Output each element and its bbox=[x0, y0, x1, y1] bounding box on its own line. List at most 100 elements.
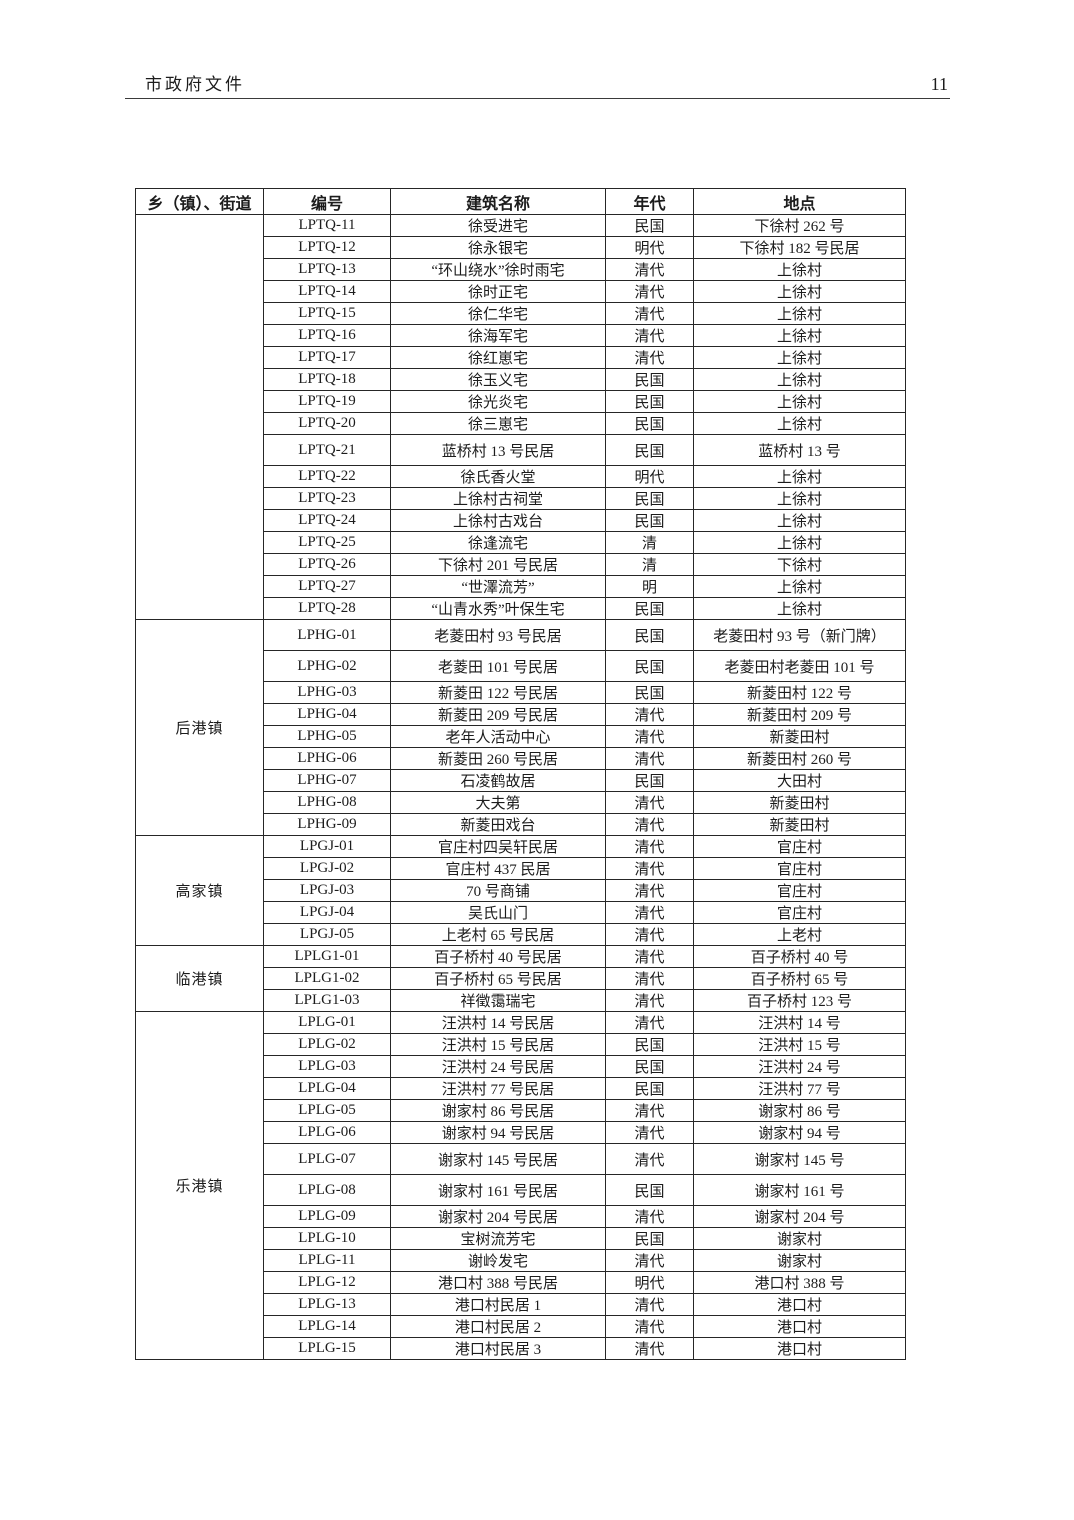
cell-building-name: 徐红崽宅 bbox=[390, 346, 606, 369]
table-row: LPLG-05 谢家村 86 号民居 清代 谢家村 86 号 bbox=[136, 1099, 906, 1122]
cell-code: LPGJ-04 bbox=[263, 901, 391, 924]
cell-building-name: 谢家村 204 号民居 bbox=[390, 1205, 606, 1228]
cell-era: 清代 bbox=[605, 725, 694, 748]
cell-code: LPTQ-17 bbox=[263, 346, 391, 369]
cell-era: 民国 bbox=[605, 412, 694, 435]
cell-building-name: 汪洪村 15 号民居 bbox=[390, 1033, 606, 1056]
cell-building-name: 汪洪村 14 号民居 bbox=[390, 1011, 606, 1034]
cell-building-name: 老菱田 101 号民居 bbox=[390, 650, 606, 682]
cell-building-name: “世澤流芳” bbox=[390, 575, 606, 598]
cell-location: 老菱田村 93 号（新门牌） bbox=[693, 619, 906, 651]
cell-building-name: 港口村民居 3 bbox=[390, 1337, 606, 1360]
cell-code: LPLG-05 bbox=[263, 1099, 391, 1122]
cell-era: 清代 bbox=[605, 1099, 694, 1122]
cell-location: 港口村 bbox=[693, 1315, 906, 1338]
cell-location: 港口村 bbox=[693, 1337, 906, 1360]
cell-era: 清代 bbox=[605, 923, 694, 946]
cell-era: 清代 bbox=[605, 324, 694, 347]
cell-code: LPLG-12 bbox=[263, 1271, 391, 1294]
cell-era: 明代 bbox=[605, 236, 694, 259]
cell-code: LPHG-08 bbox=[263, 791, 391, 814]
table-row: LPHG-08 大夫第 清代 新菱田村 bbox=[136, 791, 906, 814]
cell-era: 清 bbox=[605, 531, 694, 554]
table-row: LPLG-12 港口村 388 号民居 明代 港口村 388 号 bbox=[136, 1271, 906, 1294]
cell-location: 谢家村 204 号 bbox=[693, 1205, 906, 1228]
town-cell: 高家镇 bbox=[135, 835, 264, 946]
cell-era: 清代 bbox=[605, 747, 694, 770]
cell-era: 民国 bbox=[605, 681, 694, 704]
cell-building-name: 徐玉义宅 bbox=[390, 368, 606, 391]
table-row: LPLG-07 谢家村 145 号民居 清代 谢家村 145 号 bbox=[136, 1143, 906, 1175]
table-container: 乡（镇）、街道 编号 建筑名称 年代 地点 LPTQ-11 徐受进宅 民国 下徐村 2… bbox=[135, 188, 906, 1360]
cell-code: LPLG-01 bbox=[263, 1011, 391, 1034]
cell-location: 上徐村 bbox=[693, 346, 906, 369]
town-cell bbox=[135, 214, 264, 620]
cell-code: LPLG1-03 bbox=[263, 989, 391, 1012]
cell-building-name: “环山绕水”徐时雨宅 bbox=[390, 258, 606, 281]
table-row: 乐港镇 LPLG-01 汪洪村 14 号民居 清代 汪洪村 14 号 bbox=[135, 1011, 906, 1360]
table-row: LPHG-09 新菱田戏台 清代 新菱田村 bbox=[136, 813, 906, 836]
table-row: LPLG-11 谢岭发宅 清代 谢家村 bbox=[136, 1249, 906, 1272]
cell-code: LPTQ-16 bbox=[263, 324, 391, 347]
cell-building-name: 谢家村 145 号民居 bbox=[390, 1143, 606, 1175]
cell-building-name: 上老村 65 号民居 bbox=[390, 923, 606, 946]
cell-building-name: 百子桥村 40 号民居 bbox=[390, 945, 606, 968]
table-row: LPHG-06 新菱田 260 号民居 清代 新菱田村 260 号 bbox=[136, 747, 906, 770]
cell-building-name: 70 号商铺 bbox=[390, 879, 606, 902]
cell-building-name: 百子桥村 65 号民居 bbox=[390, 967, 606, 990]
cell-code: LPHG-02 bbox=[263, 650, 391, 682]
cell-era: 清代 bbox=[605, 302, 694, 325]
cell-building-name: 谢家村 86 号民居 bbox=[390, 1099, 606, 1122]
cell-building-name: 下徐村 201 号民居 bbox=[390, 553, 606, 576]
table-row: 后港镇 LPHG-01 老菱田村 93 号民居 民国 老菱田村 93 号（新门牌） bbox=[135, 619, 906, 836]
cell-era: 民国 bbox=[605, 509, 694, 532]
cell-building-name: 大夫第 bbox=[390, 791, 606, 814]
cell-building-name: 老年人活动中心 bbox=[390, 725, 606, 748]
cell-building-name: 新菱田 209 号民居 bbox=[390, 703, 606, 726]
cell-era: 民国 bbox=[605, 390, 694, 413]
table-row: LPLG-08 谢家村 161 号民居 民国 谢家村 161 号 bbox=[136, 1174, 906, 1206]
cell-code: LPTQ-11 bbox=[263, 214, 391, 237]
table-row: LPTQ-15 徐仁华宅 清代 上徐村 bbox=[136, 302, 906, 325]
cell-era: 清代 bbox=[605, 835, 694, 858]
cell-code: LPLG-07 bbox=[263, 1143, 391, 1175]
cell-location: 新菱田村 bbox=[693, 813, 906, 836]
cell-building-name: 徐海军宅 bbox=[390, 324, 606, 347]
cell-code: LPGJ-03 bbox=[263, 879, 391, 902]
cell-code: LPLG-08 bbox=[263, 1174, 391, 1206]
cell-location: 上徐村 bbox=[693, 324, 906, 347]
cell-era: 民国 bbox=[605, 487, 694, 510]
cell-location: 新菱田村 bbox=[693, 791, 906, 814]
cell-location: 港口村 388 号 bbox=[693, 1271, 906, 1294]
cell-location: 谢家村 145 号 bbox=[693, 1143, 906, 1175]
cell-building-name: 祥徵霭瑞宅 bbox=[390, 989, 606, 1012]
cell-era: 清代 bbox=[605, 1293, 694, 1316]
table-row: LPLG-15 港口村民居 3 清代 港口村 bbox=[136, 1337, 906, 1360]
table-row: LPTQ-24 上徐村古戏台 民国 上徐村 bbox=[136, 509, 906, 532]
cell-era: 民国 bbox=[605, 1055, 694, 1078]
cell-code: LPHG-05 bbox=[263, 725, 391, 748]
cell-building-name: 新菱田 260 号民居 bbox=[390, 747, 606, 770]
cell-location: 汪洪村 77 号 bbox=[693, 1077, 906, 1100]
cell-code: LPTQ-25 bbox=[263, 531, 391, 554]
table-row: LPGJ-05 上老村 65 号民居 清代 上老村 bbox=[136, 923, 906, 946]
cell-code: LPLG1-02 bbox=[263, 967, 391, 990]
cell-building-name: 石凌鹤故居 bbox=[390, 769, 606, 792]
cell-building-name: 上徐村古祠堂 bbox=[390, 487, 606, 510]
cell-code: LPTQ-23 bbox=[263, 487, 391, 510]
cell-era: 民国 bbox=[605, 619, 694, 651]
cell-location: 谢家村 bbox=[693, 1249, 906, 1272]
cell-building-name: 上徐村古戏台 bbox=[390, 509, 606, 532]
cell-location: 上徐村 bbox=[693, 280, 906, 303]
cell-location: 上徐村 bbox=[693, 575, 906, 598]
cell-code: LPTQ-21 bbox=[263, 434, 391, 466]
cell-location: 官庄村 bbox=[693, 835, 906, 858]
table-row: LPTQ-11 徐受进宅 民国 下徐村 262 号 bbox=[135, 214, 906, 620]
cell-code: LPGJ-05 bbox=[263, 923, 391, 946]
cell-code: LPHG-03 bbox=[263, 681, 391, 704]
table-row: LPHG-03 新菱田 122 号民居 民国 新菱田村 122 号 bbox=[136, 681, 906, 704]
cell-building-name: 宝树流芳宅 bbox=[390, 1227, 606, 1250]
table-row: LPTQ-27 “世澤流芳” 明上徐村 bbox=[136, 575, 906, 598]
cell-building-name: 蓝桥村 13 号民居 bbox=[390, 434, 606, 466]
cell-location: 新菱田村 122 号 bbox=[693, 681, 906, 704]
